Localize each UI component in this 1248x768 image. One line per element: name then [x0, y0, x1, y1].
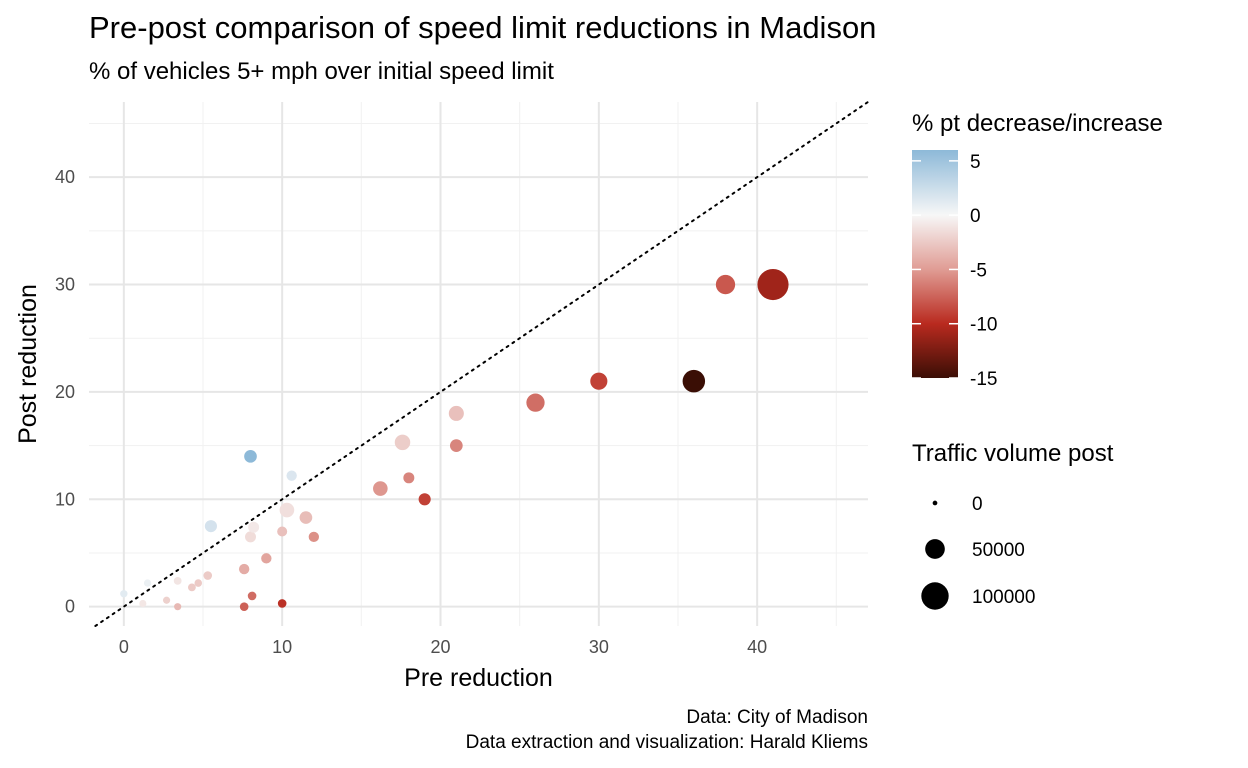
colorbar-label: -15: [970, 369, 997, 390]
x-tick-label: 40: [747, 637, 767, 657]
data-point: [279, 502, 295, 518]
data-point: [194, 579, 203, 587]
data-point: [286, 470, 297, 481]
data-point: [139, 599, 147, 607]
data-point: [299, 511, 313, 524]
colorbar-label: -5: [970, 260, 987, 281]
chart-title: Pre-post comparison of speed limit reduc…: [89, 10, 877, 45]
data-point: [244, 450, 257, 463]
identity-line: [94, 101, 869, 627]
caption-source: Data: City of Madison: [686, 707, 868, 728]
data-point: [449, 439, 463, 452]
data-point: [277, 599, 287, 608]
y-tick-label: 30: [55, 275, 75, 295]
size-legend-label: 0: [972, 494, 983, 515]
data-point: [120, 590, 128, 598]
data-point: [247, 591, 257, 601]
colorbar-label: -10: [970, 315, 997, 336]
data-point: [373, 481, 388, 496]
y-axis-label: Post reduction: [14, 284, 42, 444]
colorbar-label: 0: [970, 206, 981, 227]
size-legend-key: [932, 500, 938, 506]
chart-subtitle: % of vehicles 5+ mph over initial speed …: [89, 58, 554, 85]
size-legend-key: [921, 582, 949, 610]
x-tick-label: 20: [430, 637, 450, 657]
data-point: [715, 274, 736, 295]
legends: % pt decrease/increase 5 0 -5 -10 -15 Traffic …: [912, 110, 1163, 610]
size-legend-key: [925, 539, 945, 559]
x-tick-label: 30: [589, 637, 609, 657]
data-point: [188, 583, 196, 592]
data-point: [239, 602, 249, 611]
x-tick-label: 0: [119, 637, 129, 657]
size-legend-label: 50000: [972, 540, 1025, 561]
y-tick-label: 40: [55, 167, 75, 187]
y-tick-label: 20: [55, 382, 75, 402]
data-point: [245, 531, 256, 543]
data-points: [120, 268, 789, 611]
data-point: [277, 526, 288, 537]
data-point: [418, 493, 431, 506]
colorbar-label: 5: [970, 152, 981, 173]
colorbar: [912, 150, 958, 378]
axes: 0 10 20 30 40 0 10 20 30 40 Pre reduction Post redu…: [14, 167, 767, 692]
grid-lines: [89, 102, 868, 626]
data-point: [590, 372, 608, 390]
scatter-plot: 0 10 20 30 40 0 10 20 30 40 Pre reduction Post redu…: [14, 101, 1163, 692]
x-tick-label: 10: [272, 637, 292, 657]
data-point: [308, 531, 320, 543]
data-point: [173, 577, 182, 585]
data-point: [403, 472, 415, 484]
data-point: [261, 553, 272, 564]
color-legend-title: % pt decrease/increase: [912, 110, 1163, 137]
data-point: [394, 434, 411, 451]
data-point: [526, 393, 545, 412]
size-legend-label: 100000: [972, 587, 1035, 608]
data-point: [204, 520, 217, 533]
y-tick-label: 10: [55, 489, 75, 509]
data-point: [238, 563, 250, 575]
size-legend-title: Traffic volume post: [912, 440, 1114, 467]
data-point: [162, 596, 171, 604]
caption-credit: Data extraction and visualization: Haral…: [465, 732, 868, 753]
data-point: [682, 369, 706, 393]
y-tick-label: 0: [65, 597, 75, 617]
data-point: [203, 571, 213, 580]
data-point: [143, 579, 152, 587]
identity-reference-line: [94, 101, 869, 627]
data-point: [448, 405, 464, 421]
x-axis-label: Pre reduction: [404, 664, 553, 692]
data-point: [248, 521, 260, 533]
data-point: [757, 268, 789, 301]
data-point: [174, 603, 182, 611]
